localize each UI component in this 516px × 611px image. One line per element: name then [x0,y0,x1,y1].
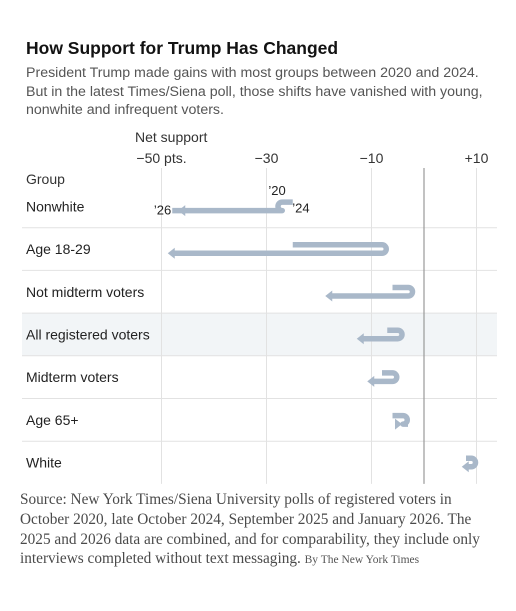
byline: By The New York Times [304,554,420,567]
group-label: Not midterm voters [26,284,144,300]
source-note: Source: New York Times/Siena University … [20,490,500,571]
arrow-track [172,199,293,214]
x-tick-label: −50 pts. [136,150,186,166]
x-tick-label: −30 [255,150,279,166]
x-tick-label: +10 [465,150,489,166]
group-label: White [26,455,62,471]
arrow-track [171,242,389,257]
chart-subtitle: President Trump made gains with most gro… [26,65,483,118]
arrowhead [461,461,469,473]
year-label-2024: ’24 [292,200,309,215]
group-header: Group [26,171,65,187]
arrow-chart: Net support Group −50 pts. −30 −10 +10 Nonw… [22,129,497,484]
arrowhead [178,205,186,217]
arrowhead [325,290,333,302]
year-label-2020: ’20 [268,183,285,198]
source-text: Source: New York Times/Siena University … [20,491,480,568]
x-axis-label: Net support [135,129,207,145]
group-label: Age 65+ [26,412,79,428]
arrowhead [395,418,402,430]
year-label-2026: ’26 [154,203,171,218]
arrowhead [167,247,175,259]
group-label: All registered voters [26,326,150,342]
highlight-row [22,313,497,356]
arrow-track [371,370,400,385]
arrow-track [360,327,405,342]
arrowhead [356,333,364,345]
arrowhead [367,375,375,387]
x-tick-label: −10 [360,150,384,166]
group-label: Midterm voters [26,369,119,385]
group-label: Age 18-29 [26,241,91,257]
arrow-track [329,284,416,299]
arrow-track [465,455,479,470]
arrow-track [392,412,410,427]
chart-title: How Support for Trump Has Changed [26,38,339,58]
group-label: Nonwhite [26,198,85,214]
